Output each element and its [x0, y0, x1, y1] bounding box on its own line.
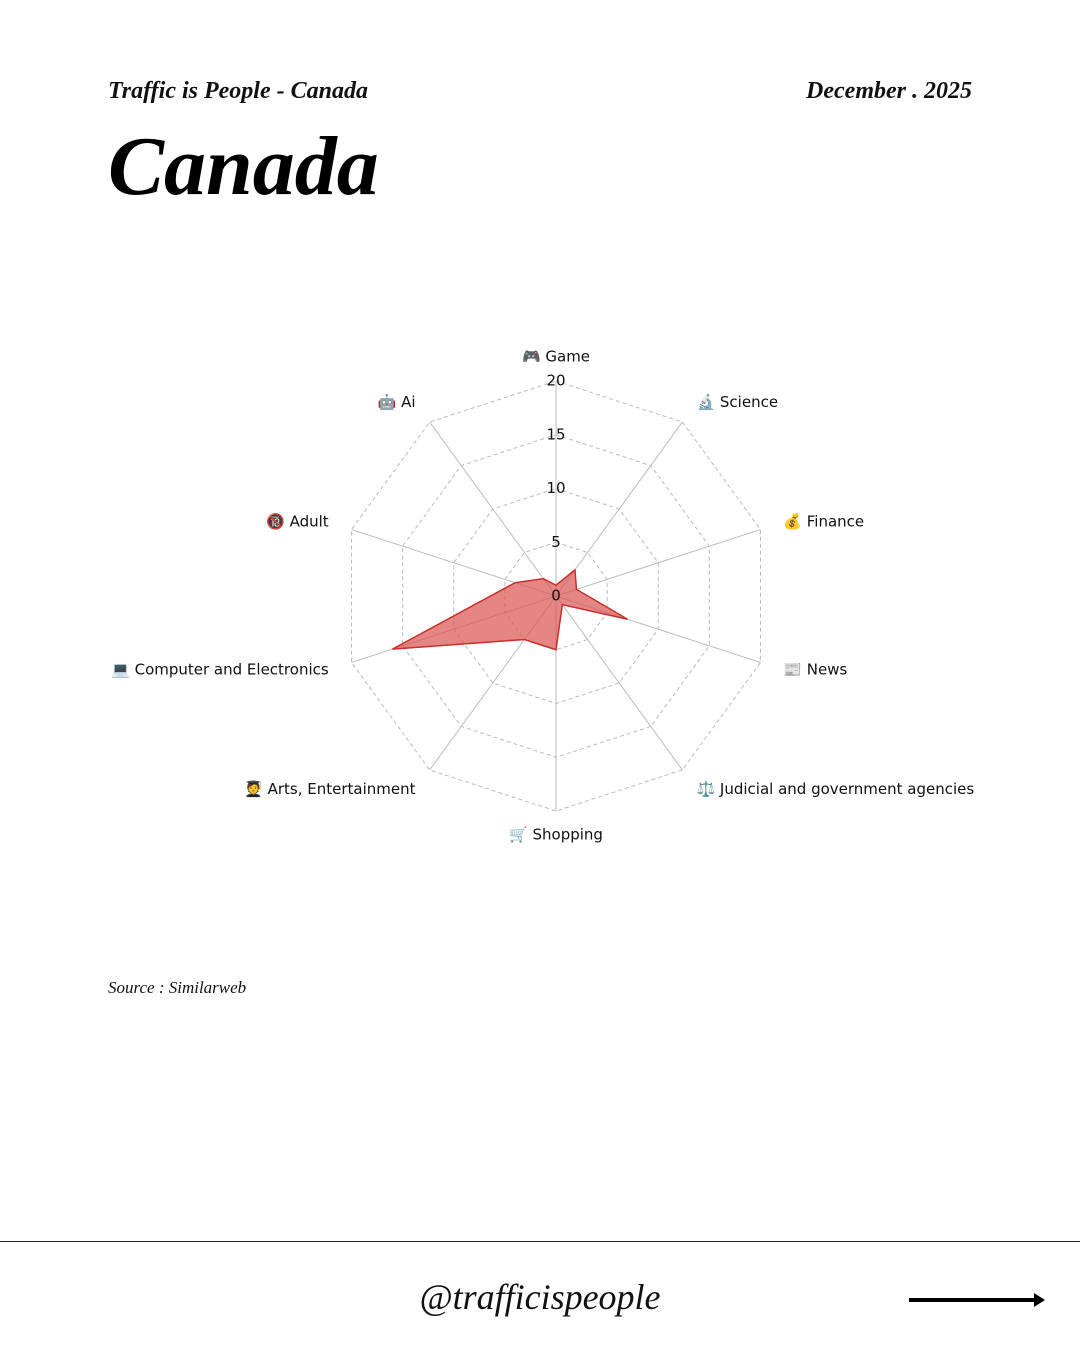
category-label: 💻 Computer and Electronics	[111, 660, 329, 678]
category-label: ⚖️ Judicial and government agencies	[696, 780, 974, 798]
axis-spoke	[555, 421, 683, 597]
data-area	[392, 568, 628, 651]
r-tick-label: 0	[551, 587, 561, 605]
country-title: Canada	[108, 120, 379, 213]
axis-spoke	[555, 595, 683, 771]
arrow-head	[1034, 1293, 1045, 1307]
axis-spoke	[555, 529, 761, 597]
grid-ring	[504, 541, 608, 651]
handle: @trafficispeople	[419, 1277, 661, 1317]
category-label: 📰 News	[783, 660, 847, 678]
date: December . 2025	[806, 78, 972, 104]
r-tick-label: 20	[546, 372, 565, 390]
r-tick-label: 5	[551, 533, 561, 551]
brand: Traffic is People - Canada	[108, 78, 368, 104]
next-arrow[interactable]	[906, 1290, 1046, 1310]
category-label: 🤖 Ai	[378, 393, 416, 411]
divider	[0, 1241, 1080, 1242]
category-label: 🧑‍🎓 Arts, Entertainment	[244, 780, 415, 798]
r-tick-label: 10	[546, 479, 565, 497]
r-tick-label: 15	[546, 425, 565, 443]
grid-ring	[351, 380, 761, 812]
category-label: 🛒 Shopping	[509, 826, 603, 844]
category-label: 🔬 Science	[696, 392, 778, 411]
category-label: 🎮 Game	[522, 348, 590, 366]
source: Source : Similarweb	[108, 978, 247, 997]
category-label: 💰 Finance	[783, 513, 864, 531]
axis-spoke	[429, 421, 557, 597]
category-label: 🔞 Adult	[266, 513, 329, 531]
